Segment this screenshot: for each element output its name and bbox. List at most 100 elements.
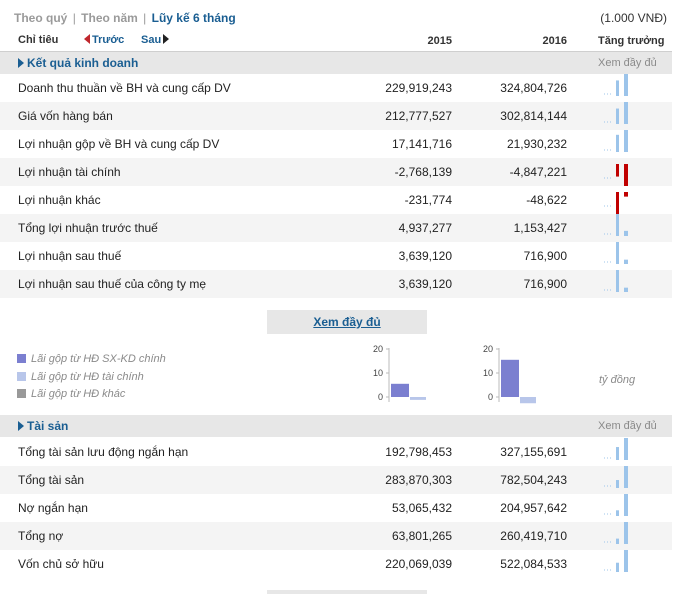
row-label[interactable]: Lợi nhuận khác [18, 193, 101, 207]
show-more-button-partial[interactable] [267, 590, 427, 594]
expand-arrow-icon[interactable] [18, 58, 24, 68]
sparkline-bar [616, 270, 619, 292]
arrow-right-icon [163, 34, 170, 44]
sparkline-bar [616, 562, 619, 572]
chart-bar[interactable] [520, 397, 536, 404]
growth-sparkline[interactable] [600, 130, 640, 158]
sparkline-bar [616, 242, 619, 264]
legend-item: Lãi gộp từ HĐ SX-KD chính [17, 353, 166, 365]
sparkline-bar [624, 466, 628, 488]
row-label[interactable]: Lợi nhuận sau thuế [18, 249, 122, 263]
sparkline-bar [624, 230, 628, 236]
growth-sparkline[interactable] [600, 466, 640, 494]
tab-separator: | [72, 11, 76, 25]
row-label[interactable]: Tổng tài sản lưu động ngắn hạn [18, 445, 189, 459]
growth-sparkline[interactable] [600, 214, 640, 242]
legend-label: Lãi gộp từ HĐ tài chính [31, 371, 144, 383]
sparkline-bar [616, 108, 619, 124]
value-2016: 21,930,232 [506, 137, 567, 151]
gross-profit-chart-2015: 0 10 20 [373, 344, 426, 402]
expand-arrow-icon[interactable] [18, 421, 24, 431]
value-2016: 302,814,144 [500, 109, 567, 123]
chart-unit: tỷ đồng [599, 374, 636, 386]
section-income: Kết quả kinh doanh Xem đầy đủ [0, 52, 672, 74]
growth-sparkline[interactable] [600, 242, 640, 270]
value-2016: 716,900 [523, 277, 567, 291]
tick-label: 0 [378, 392, 383, 402]
sparkline-bar [616, 480, 619, 488]
table-row: Giá vốn hàng bán 212,777,527 302,814,144 [0, 102, 672, 130]
row-label[interactable]: Tổng nợ [18, 529, 64, 543]
value-2015: 229,919,243 [385, 81, 452, 95]
currency-unit: (1.000 VNĐ) [600, 11, 667, 25]
row-label[interactable]: Doanh thu thuần về BH và cung cấp DV [18, 81, 231, 95]
section-title[interactable]: Kết quả kinh doanh [27, 56, 139, 70]
value-2015: 3,639,120 [398, 249, 452, 263]
next-period-button[interactable]: Sau [141, 34, 170, 46]
growth-sparkline[interactable] [600, 270, 640, 298]
value-2015: 3,639,120 [398, 277, 452, 291]
sparkline-bar [624, 102, 628, 124]
growth-sparkline[interactable] [600, 186, 640, 214]
row-label[interactable]: Lợi nhuận tài chính [18, 165, 121, 179]
table-row: Lợi nhuận tài chính -2,768,139 -4,847,221 [0, 158, 672, 186]
value-2016: 716,900 [523, 249, 567, 263]
tab-quarter[interactable]: Theo quý [14, 11, 68, 25]
indicator-header: Chỉ tiêu [18, 34, 59, 46]
growth-sparkline[interactable] [600, 158, 640, 186]
sparkline-bar [616, 447, 619, 460]
next-label: Sau [141, 34, 162, 46]
growth-header: Tăng trưởng [598, 35, 665, 47]
value-2016: -48,622 [526, 193, 567, 207]
row-label[interactable]: Lợi nhuận gộp về BH và cung cấp DV [18, 137, 220, 151]
arrow-left-icon [84, 34, 90, 44]
row-label[interactable]: Vốn chủ sở hữu [18, 557, 104, 571]
tab-year[interactable]: Theo năm [81, 11, 138, 25]
chart-bar[interactable] [391, 383, 409, 397]
table-row: Lợi nhuận khác -231,774 -48,622 [0, 186, 672, 214]
value-2016: 522,084,533 [500, 557, 567, 571]
chart-bar[interactable] [501, 359, 519, 397]
table-row: Nợ ngắn hạn 53,065,432 204,957,642 [0, 494, 672, 522]
section-title[interactable]: Tài sản [27, 419, 69, 433]
sparkline-bar [624, 550, 628, 572]
growth-sparkline[interactable] [600, 494, 640, 522]
row-label[interactable]: Lợi nhuận sau thuế của công ty mẹ [18, 277, 206, 291]
legend-label: Lãi gộp từ HĐ khác [31, 388, 126, 400]
value-2015: -2,768,139 [394, 165, 452, 179]
sparkline-bar [624, 164, 628, 186]
sparkline-bar [624, 130, 628, 152]
tab-cumulative[interactable]: Lũy kế 6 tháng [151, 11, 236, 25]
row-label[interactable]: Giá vốn hàng bán [18, 109, 113, 123]
tick-label: 10 [373, 368, 383, 378]
show-more-link[interactable]: Xem đầy đủ [598, 57, 657, 69]
row-label[interactable]: Tổng tài sản [18, 473, 85, 487]
sparkline-bar [624, 192, 628, 197]
show-more-button[interactable]: Xem đầy đủ [267, 310, 427, 334]
gross-profit-chart-2016: 0 10 20 [483, 344, 536, 404]
growth-sparkline[interactable] [600, 438, 640, 466]
section-assets: Tài sản Xem đầy đủ [0, 415, 672, 437]
row-label[interactable]: Nợ ngắn hạn [18, 501, 88, 515]
value-2015: 4,937,277 [398, 221, 452, 235]
sparkline-bar [616, 510, 619, 516]
sparkline-bar [616, 214, 619, 236]
period-tabs: Theo quý | Theo năm | Lũy kế 6 tháng [14, 11, 236, 25]
row-label[interactable]: Tổng lợi nhuận trước thuế [18, 221, 158, 235]
table-row: Lợi nhuận sau thuế 3,639,120 716,900 [0, 242, 672, 270]
value-2016: 327,155,691 [500, 445, 567, 459]
chart-bar[interactable] [410, 397, 426, 400]
value-2016: 260,419,710 [500, 529, 567, 543]
growth-sparkline[interactable] [600, 74, 640, 102]
year1-header: 2015 [427, 35, 452, 47]
tick-label: 10 [483, 368, 493, 378]
show-more-link[interactable]: Xem đầy đủ [598, 420, 657, 432]
sparkline-bar [616, 538, 619, 544]
growth-sparkline[interactable] [600, 522, 640, 550]
legend-swatch [17, 389, 26, 398]
value-2016: 1,153,427 [513, 221, 567, 235]
growth-sparkline[interactable] [600, 550, 640, 578]
prev-period-button[interactable]: Trước [84, 34, 124, 46]
growth-sparkline[interactable] [600, 102, 640, 130]
year2-header: 2016 [542, 35, 567, 47]
